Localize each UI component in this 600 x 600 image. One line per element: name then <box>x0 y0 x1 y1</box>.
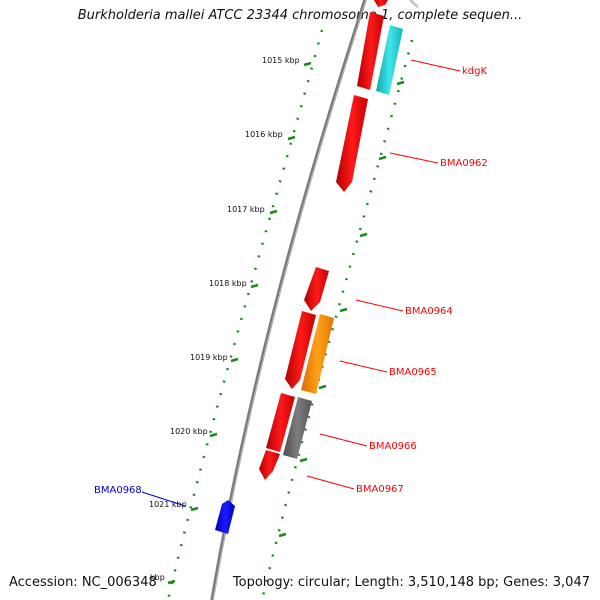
tick-1021 <box>190 506 199 512</box>
tick-1022 <box>167 579 176 585</box>
tick-1019 <box>230 357 239 363</box>
gene-label-bma0965[interactable]: BMA0965 <box>389 367 437 378</box>
callout-line-bma0966 <box>319 433 368 447</box>
gene-feature-bma0962[interactable] <box>336 95 368 192</box>
tick-1020 <box>209 432 218 438</box>
gene-feature-bma0967[interactable] <box>259 450 280 480</box>
callout-line-kdgk <box>410 59 461 72</box>
chromosome-backbone <box>210 0 367 600</box>
major-ticks <box>167 61 312 585</box>
tick-label: kbp <box>150 573 165 582</box>
tick-1016 <box>287 135 296 141</box>
map-title: Burkholderia mallei ATCC 23344 chromosom… <box>77 8 523 23</box>
gene-feature-bma0968[interactable] <box>215 500 235 534</box>
callout-line-bma0962 <box>389 152 439 164</box>
gene-label-bma0966[interactable]: BMA0966 <box>369 441 417 452</box>
topology-info-text: Topology: circular; Length: 3,510,148 bp… <box>232 575 590 590</box>
tick-label: 1019 kbp <box>190 353 228 362</box>
gene-feature-kdgk-upstream[interactable] <box>357 12 384 90</box>
gene-labels: kdgK BMA0962 BMA0964 BMA0965 BMA0966 BMA… <box>94 66 488 496</box>
callout-line-bma0968 <box>141 491 186 507</box>
gene-features <box>215 0 403 534</box>
callout-line-bma0967 <box>306 475 355 490</box>
gene-label-bma0964[interactable]: BMA0964 <box>405 306 453 317</box>
gene-callouts <box>141 59 461 507</box>
outer-ring-ticks <box>278 80 405 538</box>
gene-feature-bma0965[interactable] <box>301 314 334 394</box>
gene-label-kdgk[interactable]: kdgK <box>462 66 487 77</box>
tick-label: 1017 kbp <box>227 205 265 214</box>
gene-label-bma0968[interactable]: BMA0968 <box>94 485 142 496</box>
tick-label: 1018 kbp <box>209 279 247 288</box>
tick-1018 <box>250 283 259 289</box>
chromosome-backbone-highlight <box>212 0 367 600</box>
callout-line-bma0965 <box>339 360 388 373</box>
tick-label: 1015 kbp <box>262 56 300 65</box>
callout-line-bma0964 <box>355 299 404 312</box>
scale-ring-inner <box>166 29 324 600</box>
gene-label-bma0967[interactable]: BMA0967 <box>356 484 404 495</box>
gene-feature-top-partial[interactable] <box>374 0 388 7</box>
tick-label: 1020 kbp <box>170 427 208 436</box>
accession-text: Accession: NC_006348 <box>9 575 157 590</box>
feature-ring-outer <box>260 39 414 600</box>
gene-feature-bma0966[interactable] <box>283 397 312 459</box>
gene-feature-bma0965-red[interactable] <box>285 311 316 389</box>
gene-feature-bma0964[interactable] <box>304 267 329 311</box>
outer-track-stub <box>409 0 419 9</box>
tick-labels: 1015 kbp 1016 kbp 1017 kbp 1018 kbp 1019… <box>149 56 300 582</box>
gene-feature-bma0966-red[interactable] <box>266 393 295 452</box>
tick-label: 1021 kbp <box>149 500 187 509</box>
tick-1017 <box>269 209 278 215</box>
tick-1015 <box>303 61 312 67</box>
gene-feature-kdgk[interactable] <box>376 25 403 95</box>
tick-label: 1016 kbp <box>245 130 283 139</box>
gene-label-bma0962[interactable]: BMA0962 <box>440 158 488 169</box>
